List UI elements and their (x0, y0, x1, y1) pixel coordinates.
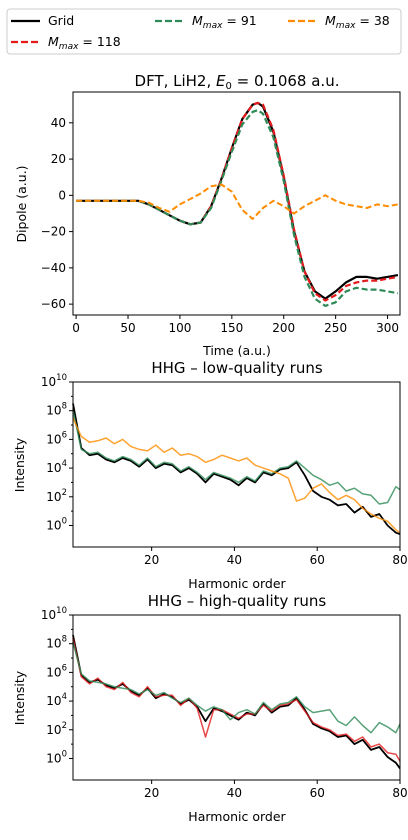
hhg-low-ylabel: Intensity (12, 437, 27, 492)
hhg-low-series-m-max-38 (73, 418, 400, 533)
hhg-low-ytick-label: 1010 (41, 373, 67, 389)
legend: Grid Mmax = 118 Mmax = 91 Mmax = 38 (7, 9, 401, 54)
dipole-ytick-label: 0 (58, 188, 66, 202)
hhg-low-xtick-label: 80 (392, 553, 407, 567)
hhg-high-plot-area: 20 40 60 80 100 102 104 106 108 1010 (41, 606, 408, 800)
hhg-high-ylabel: Intensity (12, 670, 27, 725)
dipole-ytick-label: 20 (51, 152, 66, 166)
hhg-low-xlabel: Harmonic order (188, 576, 286, 591)
dipole-ytick-label: −20 (41, 225, 66, 239)
hhg-high-ytick-label: 104 (46, 692, 67, 708)
hhg-high-panel: HHG – high-quality runs 20 40 60 80 100 102 10… (12, 592, 408, 824)
dipole-axes-frame (73, 92, 400, 315)
dipole-xtick-label: 150 (220, 321, 243, 335)
hhg-high-xtick-label: 40 (227, 786, 242, 800)
hhg-high-ytick-label: 1010 (41, 606, 67, 622)
hhg-high-ytick-label: 106 (46, 663, 67, 679)
hhg-high-xtick-label: 60 (310, 786, 325, 800)
hhg-high-series-grid (73, 635, 400, 768)
hhg-low-series-grid (73, 404, 400, 535)
dipole-series-m-max-38 (76, 185, 398, 219)
dipole-xtick-label: 300 (376, 321, 399, 335)
dipole-ylabel: Dipole (a.u.) (14, 165, 29, 242)
dipole-xtick-label: 0 (72, 321, 80, 335)
hhg-low-ytick-label: 108 (46, 402, 67, 418)
hhg-low-xtick-label: 40 (227, 553, 242, 567)
dipole-panel: DFT, LiH2, E0 = 0.1068 a.u. 0 50 100 150 200… (14, 72, 400, 358)
dipole-xtick-label: 200 (272, 321, 295, 335)
hhg-high-title: HHG – high-quality runs (148, 592, 327, 610)
dipole-ytick-label: 40 (51, 116, 66, 130)
legend-label-grid: Grid (48, 13, 74, 28)
hhg-low-ytick-label: 104 (46, 459, 67, 475)
dipole-series-m-max-91 (76, 110, 398, 306)
hhg-high-ytick-label: 102 (46, 721, 67, 737)
hhg-low-ytick-label: 102 (46, 488, 67, 504)
hhg-high-ytick-label: 108 (46, 635, 67, 651)
hhg-low-title: HHG – low-quality runs (151, 359, 323, 377)
hhg-high-xlabel: Harmonic order (188, 809, 286, 824)
dipole-xtick-label: 50 (120, 321, 135, 335)
hhg-high-xtick-label: 80 (392, 786, 407, 800)
dipole-xlabel: Time (a.u.) (202, 343, 271, 358)
hhg-low-panel: HHG – low-quality runs 20 40 60 80 100 102 104… (12, 359, 408, 591)
hhg-low-ytick-label: 106 (46, 430, 67, 446)
dipole-ytick-label: −40 (41, 261, 66, 275)
hhg-high-axes-frame (73, 615, 400, 780)
hhg-low-axes-frame (73, 382, 400, 547)
hhg-low-xtick-label: 60 (310, 553, 325, 567)
hhg-low-series-m-max-91 (73, 411, 400, 504)
hhg-high-series-m-max-118 (73, 638, 400, 761)
hhg-high-ytick-label: 100 (46, 749, 67, 765)
hhg-low-ytick-label: 100 (46, 516, 67, 532)
dipole-title: DFT, LiH2, E0 = 0.1068 a.u. (135, 72, 340, 92)
hhg-low-plot-area: 20 40 60 80 100 102 104 106 108 1010 (41, 373, 408, 567)
dipole-ytick-label: −60 (41, 297, 66, 311)
hhg-high-xtick-label: 20 (144, 786, 159, 800)
dipole-xtick-label: 250 (324, 321, 347, 335)
hhg-low-xtick-label: 20 (144, 553, 159, 567)
dipole-xtick-label: 100 (168, 321, 191, 335)
